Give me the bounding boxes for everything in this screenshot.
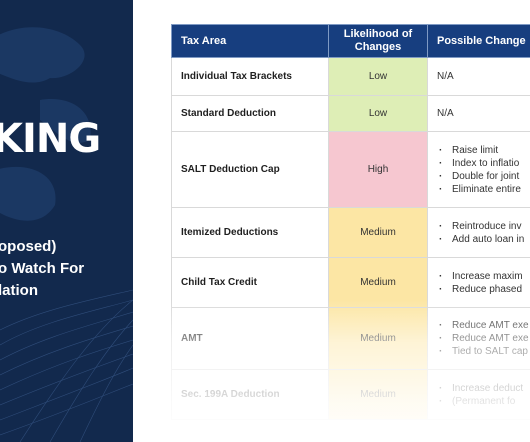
change-item: Raise limit <box>437 144 530 157</box>
subtitle-line: lation <box>0 282 38 299</box>
table-row: AMT Medium Reduce AMT exe Reduce AMT exe… <box>171 307 530 370</box>
changes-cell: Reintroduce inv Add auto loan in <box>427 207 530 258</box>
change-item: Double for joint <box>437 170 530 183</box>
table-row: Standard Deduction Low N/A <box>171 95 530 132</box>
world-map-graphic <box>0 27 133 442</box>
tax-area-cell: Child Tax Credit <box>171 257 329 308</box>
likelihood-cell: Medium <box>328 369 428 420</box>
likelihood-cell: Medium <box>328 307 428 370</box>
change-item: Eliminate entire <box>437 183 530 196</box>
change-item: Tied to SALT cap <box>437 345 530 358</box>
headline: KING <box>0 116 101 162</box>
changes-cell: Increase deduct (Permanent fo <box>427 369 530 420</box>
change-item: Increase deduct <box>437 382 530 395</box>
tax-area-cell: Itemized Deductions <box>171 207 329 258</box>
header-likelihood: Likelihood of Changes <box>328 24 428 58</box>
left-panel: KING oposed) o Watch For lation <box>0 0 133 442</box>
tax-area-cell: Standard Deduction <box>171 95 329 132</box>
table-row: Sec. 199A Deduction Medium Increase dedu… <box>171 369 530 420</box>
change-item: Increase maxim <box>437 270 530 283</box>
changes-cell: Reduce AMT exe Reduce AMT exe Tied to SA… <box>427 307 530 370</box>
likelihood-cell: Medium <box>328 207 428 258</box>
tax-area-cell: Individual Tax Brackets <box>171 57 329 96</box>
likelihood-cell: Low <box>328 57 428 96</box>
table-row: Individual Tax Brackets Low N/A <box>171 57 530 96</box>
table-header-row: Tax Area Likelihood of Changes Possible … <box>171 24 530 58</box>
change-item: (Permanent fo <box>437 395 530 408</box>
change-item: Reduce AMT exe <box>437 332 530 345</box>
subtitle-line: o Watch For <box>0 260 85 277</box>
table-row: Child Tax Credit Medium Increase maxim R… <box>171 257 530 308</box>
table-row: Itemized Deductions Medium Reintroduce i… <box>171 207 530 258</box>
change-item: Reduce phased <box>437 283 530 296</box>
change-item: Reduce AMT exe <box>437 319 530 332</box>
tax-area-cell: SALT Deduction Cap <box>171 131 329 208</box>
change-item: Reintroduce inv <box>437 220 530 233</box>
subtitle-line: oposed) <box>0 238 57 255</box>
table-row: SALT Deduction Cap High Raise limit Inde… <box>171 131 530 208</box>
tax-area-cell: Sec. 199A Deduction <box>171 369 329 420</box>
changes-cell: Increase maxim Reduce phased <box>427 257 530 308</box>
tax-area-cell: AMT <box>171 307 329 370</box>
likelihood-cell: Medium <box>328 257 428 308</box>
header-possible-changes: Possible Change <box>427 24 530 58</box>
tax-changes-table: Tax Area Likelihood of Changes Possible … <box>171 24 530 420</box>
header-tax-area: Tax Area <box>171 24 329 58</box>
changes-cell: Raise limit Index to inflatio Double for… <box>427 131 530 208</box>
changes-cell: N/A <box>427 95 530 132</box>
likelihood-cell: High <box>328 131 428 208</box>
likelihood-cell: Low <box>328 95 428 132</box>
changes-cell: N/A <box>427 57 530 96</box>
change-item: Add auto loan in <box>437 233 530 246</box>
change-item: Index to inflatio <box>437 157 530 170</box>
subtitle: oposed) o Watch For lation <box>0 236 84 302</box>
